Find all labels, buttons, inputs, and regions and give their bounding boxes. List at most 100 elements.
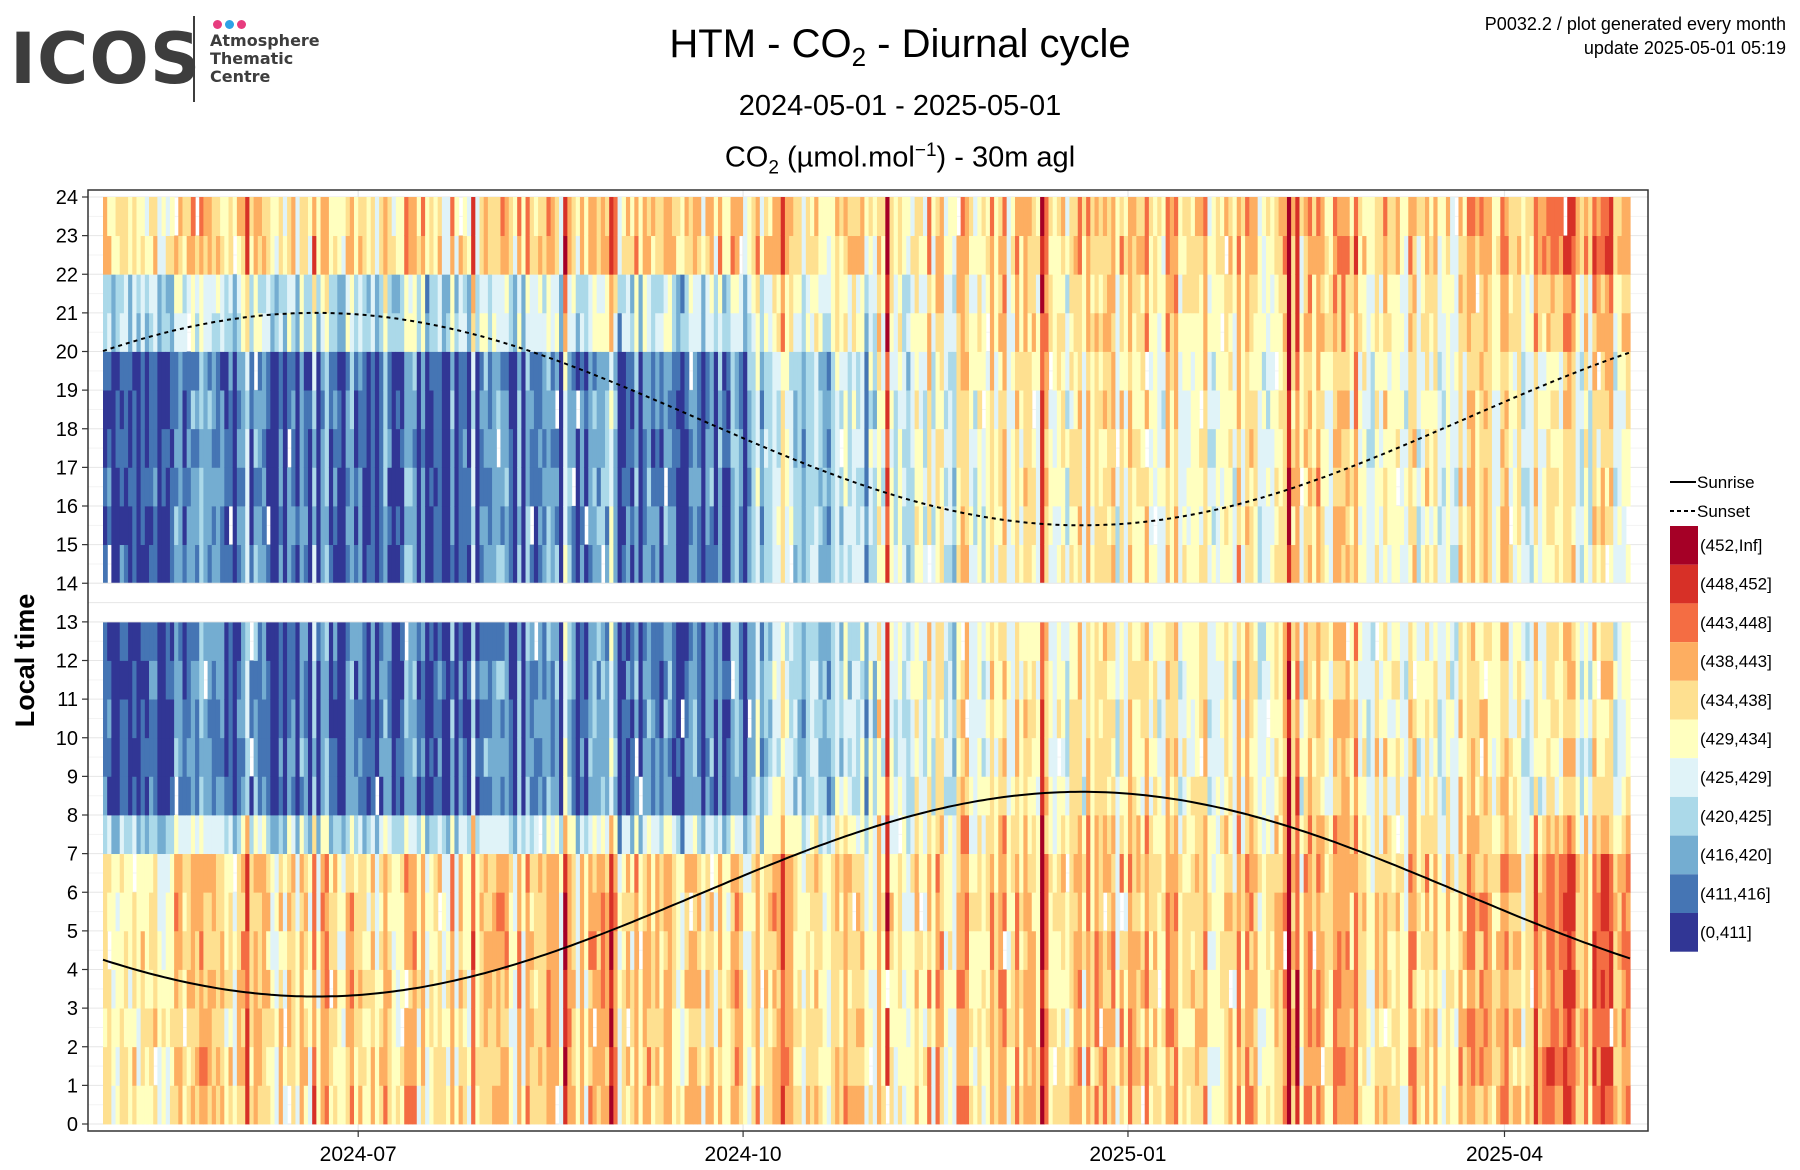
heatmap-cell (743, 1008, 748, 1048)
heatmap-cell (625, 930, 631, 970)
heatmap-cell (935, 815, 941, 855)
heatmap-cell (943, 1046, 949, 1086)
heatmap-cell (856, 390, 861, 430)
heatmap-cell (224, 1008, 230, 1048)
heatmap-cell (316, 892, 322, 932)
heatmap-cell (165, 197, 171, 237)
heatmap-cell (450, 274, 456, 314)
heatmap-cell (889, 467, 895, 507)
heatmap-cell (186, 660, 192, 700)
heatmap-cell (897, 892, 903, 932)
heatmap-cell (596, 390, 602, 430)
heatmap-cell (822, 544, 828, 584)
heatmap-cell (784, 892, 790, 932)
heatmap-cell (462, 390, 468, 430)
heatmap-cell (107, 1046, 112, 1086)
heatmap-cell (922, 1008, 928, 1048)
heatmap-cell (379, 506, 384, 546)
heatmap-cell (521, 969, 527, 1009)
heatmap-cell (563, 506, 568, 546)
heatmap-cell (328, 1046, 334, 1086)
heatmap-cell (257, 312, 263, 352)
heatmap-cell (784, 467, 790, 507)
heatmap-cell (830, 853, 836, 893)
heatmap-cell (203, 467, 209, 507)
heatmap-cell (805, 621, 811, 661)
heatmap-cell (132, 274, 138, 314)
heatmap-cell (174, 467, 179, 507)
heatmap-cell (299, 1046, 305, 1086)
heatmap-cell (793, 544, 799, 584)
heatmap-cell (906, 274, 912, 314)
heatmap-cell (508, 737, 514, 777)
heatmap-cell (190, 197, 196, 237)
heatmap-cell (893, 776, 899, 816)
heatmap-cell (876, 737, 882, 777)
heatmap-cell (446, 1085, 451, 1125)
heatmap-cell (500, 892, 506, 932)
heatmap-cell (793, 969, 799, 1009)
heatmap-cell (220, 351, 225, 391)
heatmap-cell (115, 737, 121, 777)
heatmap-cell (973, 428, 978, 468)
heatmap-cell (579, 506, 585, 546)
heatmap-cell (559, 892, 564, 932)
heatmap-cell (985, 1085, 991, 1125)
heatmap-cell (408, 853, 414, 893)
heatmap-cell (588, 776, 594, 816)
heatmap-cell (182, 737, 188, 777)
heatmap-cell (379, 776, 384, 816)
heatmap-cell (529, 892, 535, 932)
heatmap-cell (768, 390, 773, 430)
heatmap-cell (228, 699, 234, 739)
heatmap-cell (655, 544, 661, 584)
heatmap-cell (713, 197, 719, 237)
heatmap-cell (462, 235, 468, 275)
heatmap-cell (738, 853, 744, 893)
heatmap-cell (864, 428, 870, 468)
heatmap-cell (508, 892, 514, 932)
heatmap-cell (224, 312, 230, 352)
heatmap-cell (195, 390, 200, 430)
heatmap-cell (697, 312, 702, 352)
heatmap-cell (835, 1046, 840, 1086)
heatmap-cell (270, 1046, 276, 1086)
heatmap-cell (437, 544, 443, 584)
heatmap-cell (366, 737, 372, 777)
heatmap-cell (312, 312, 317, 352)
heatmap-cell (366, 351, 372, 391)
heatmap-cell (492, 776, 497, 816)
heatmap-cell (818, 467, 824, 507)
title-sub: 2 (851, 42, 867, 72)
heatmap-cell (889, 815, 895, 855)
heatmap-cell (395, 660, 401, 700)
heatmap-cell (178, 815, 184, 855)
heatmap-cell (517, 969, 522, 1009)
heatmap-cell (295, 853, 301, 893)
heatmap-cell (144, 235, 150, 275)
heatmap-cell (149, 467, 154, 507)
heatmap-cell (692, 737, 698, 777)
heatmap-cell (554, 853, 560, 893)
heatmap-cell (517, 428, 522, 468)
heatmap-cell (684, 390, 690, 430)
heatmap-cell (567, 312, 573, 352)
heatmap-cell (613, 737, 619, 777)
heatmap-cell (709, 544, 715, 584)
heatmap-cell (228, 544, 234, 584)
heatmap-cell (316, 660, 322, 700)
heatmap-cell (918, 1008, 924, 1048)
heatmap-cell (349, 892, 355, 932)
heatmap-cell (274, 1046, 280, 1086)
heatmap-cell (876, 1046, 882, 1086)
heatmap-cell (299, 312, 305, 352)
heatmap-cell (471, 621, 476, 661)
heatmap-cell (241, 776, 246, 816)
heatmap-cell (609, 235, 614, 275)
heatmap-cell (960, 699, 966, 739)
heatmap-cell (931, 660, 937, 700)
heatmap-cell (797, 1046, 803, 1086)
heatmap-cell (797, 969, 803, 1009)
heatmap-cell (876, 506, 882, 546)
heatmap-cell (621, 544, 627, 584)
